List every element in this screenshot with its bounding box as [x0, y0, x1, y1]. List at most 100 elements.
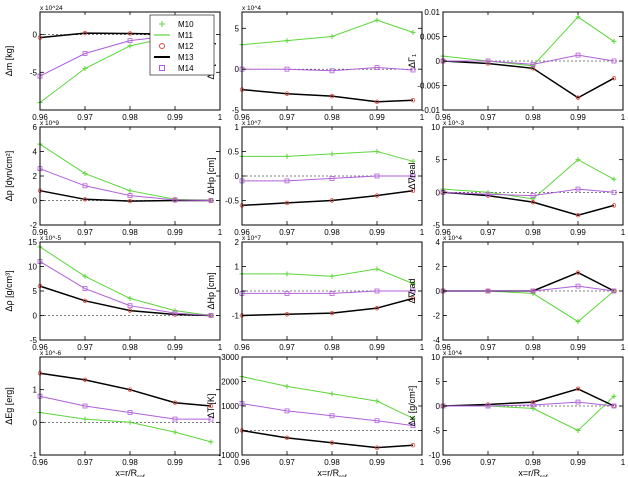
point-m10	[374, 17, 380, 23]
x-axis-label-sub: ref	[339, 474, 347, 477]
point-m12	[611, 75, 617, 81]
x-axis-label: x=r/Rref	[115, 468, 145, 477]
point-m14	[284, 66, 290, 72]
y-axis-label: Δ∇rad	[407, 278, 417, 303]
series-m14-line	[39, 261, 212, 316]
point-m12	[575, 270, 581, 275]
legend-label: M12	[178, 42, 194, 51]
y-tick-label: 4	[33, 148, 38, 157]
point-m10	[575, 319, 581, 325]
y-tick-label: 1000	[221, 402, 239, 411]
series-m10-line	[242, 268, 414, 285]
point-m14	[611, 189, 617, 195]
y-tick-label: -5	[30, 336, 38, 345]
legend-label: M14	[178, 64, 194, 73]
y-axis-label: Δκ [g/cm²]	[407, 386, 417, 427]
point-m12	[82, 377, 88, 383]
y-tick-label: 0	[436, 188, 441, 197]
point-m12	[329, 440, 335, 445]
point-m12	[410, 188, 416, 193]
panel-7: 0.96 0.97 0.98 0.99 1 -5 0 5 10 15 x 10^-5 Δρ [g/cm…	[4, 235, 223, 352]
scale-factor: x 10^4	[443, 235, 462, 242]
point-m10	[410, 158, 416, 164]
x-tick-label: 0.99	[167, 113, 183, 122]
point-m14	[374, 288, 380, 294]
point-m14	[172, 416, 178, 422]
y-tick-label: -4	[433, 336, 441, 345]
point-m14	[611, 288, 617, 294]
point-m14	[127, 303, 133, 309]
x-tick-label: 1	[420, 343, 425, 352]
y-tick-label: -5	[232, 106, 240, 115]
panel-6: 0.96 0.97 0.98 0.99 1 -5 0 5 10 x 10^-3 Δ∇real	[407, 120, 626, 237]
y-tick-label: 0	[235, 287, 240, 296]
point-m12	[374, 305, 380, 311]
point-m12	[82, 30, 88, 36]
y-tick-label: 10	[28, 263, 37, 272]
plot-frame	[241, 356, 423, 456]
point-m12	[284, 312, 290, 317]
point-m12	[530, 199, 536, 205]
point-m14	[485, 58, 491, 64]
y-tick-label: 0	[436, 402, 441, 411]
legend-entry-m13: M13	[154, 53, 194, 62]
y-axis-label: ΔΓ₁	[407, 54, 417, 68]
y-tick-label: 2	[436, 263, 441, 272]
x-tick-label: 0.97	[480, 228, 496, 237]
series-m13-line	[39, 285, 212, 317]
y-tick-label: 0.01	[424, 8, 440, 17]
point-m14	[208, 198, 214, 203]
x-tick-label: 1	[621, 228, 626, 237]
point-m14	[530, 193, 536, 199]
x-tick-label: 1	[420, 113, 425, 122]
x-tick-label: 0.97	[279, 458, 295, 467]
panel-8: 0.96 0.97 0.98 0.99 1 -1 0 1 2 x 10^7 ΔHp [cm]	[206, 235, 425, 352]
point-m12	[329, 310, 335, 316]
point-m14	[410, 173, 416, 179]
scale-factor: x 10^7	[242, 235, 261, 242]
point-m12	[374, 99, 380, 105]
point-m14	[329, 68, 335, 74]
x-tick-label: 0.98	[122, 343, 138, 352]
point-m14	[575, 283, 581, 289]
x-tick-label: 1	[218, 228, 223, 237]
point-m14	[82, 51, 88, 56]
x-tick-label: 0.96	[435, 458, 451, 467]
panel-10: 0.96 0.97 0.98 0.99 1 -1 0 1 x 10^-6 ΔEg [erg] x=r…	[4, 350, 223, 477]
series-m14-line	[242, 290, 413, 294]
series-m10-line	[39, 143, 212, 201]
point-m14	[611, 403, 617, 409]
y-tick-label: 10	[431, 353, 440, 362]
point-m10	[575, 14, 581, 20]
point-m12	[575, 212, 581, 218]
y-tick-label: 15	[28, 238, 37, 247]
series-m14-line	[442, 188, 615, 197]
point-m14	[530, 288, 536, 294]
point-m12	[208, 403, 214, 409]
x-tick-label: 0.98	[324, 228, 340, 237]
x-tick-label: 0.97	[279, 113, 295, 122]
series-m14-line	[241, 403, 414, 427]
y-tick-label: 6	[33, 123, 38, 132]
y-tick-label: 1	[235, 123, 240, 132]
point-m12	[127, 198, 133, 204]
point-m10	[329, 273, 335, 279]
point-m10	[208, 439, 214, 445]
point-m14	[485, 288, 491, 294]
y-tick-label: 5	[436, 378, 441, 387]
x-tick-label: 0.99	[369, 113, 385, 122]
y-tick-label: 5	[235, 24, 240, 33]
x-tick-label: 0.98	[324, 458, 340, 467]
y-tick-label: 2000	[221, 378, 239, 387]
series-m13-line	[442, 388, 615, 407]
series-m10-line	[442, 16, 615, 67]
series-m10-line	[241, 376, 414, 419]
point-m14	[611, 58, 617, 64]
point-m12	[410, 296, 416, 301]
x-tick-label: 0.99	[570, 458, 586, 467]
point-m10	[127, 419, 133, 425]
y-tick-label: -5	[433, 427, 441, 436]
point-m10	[82, 273, 88, 279]
